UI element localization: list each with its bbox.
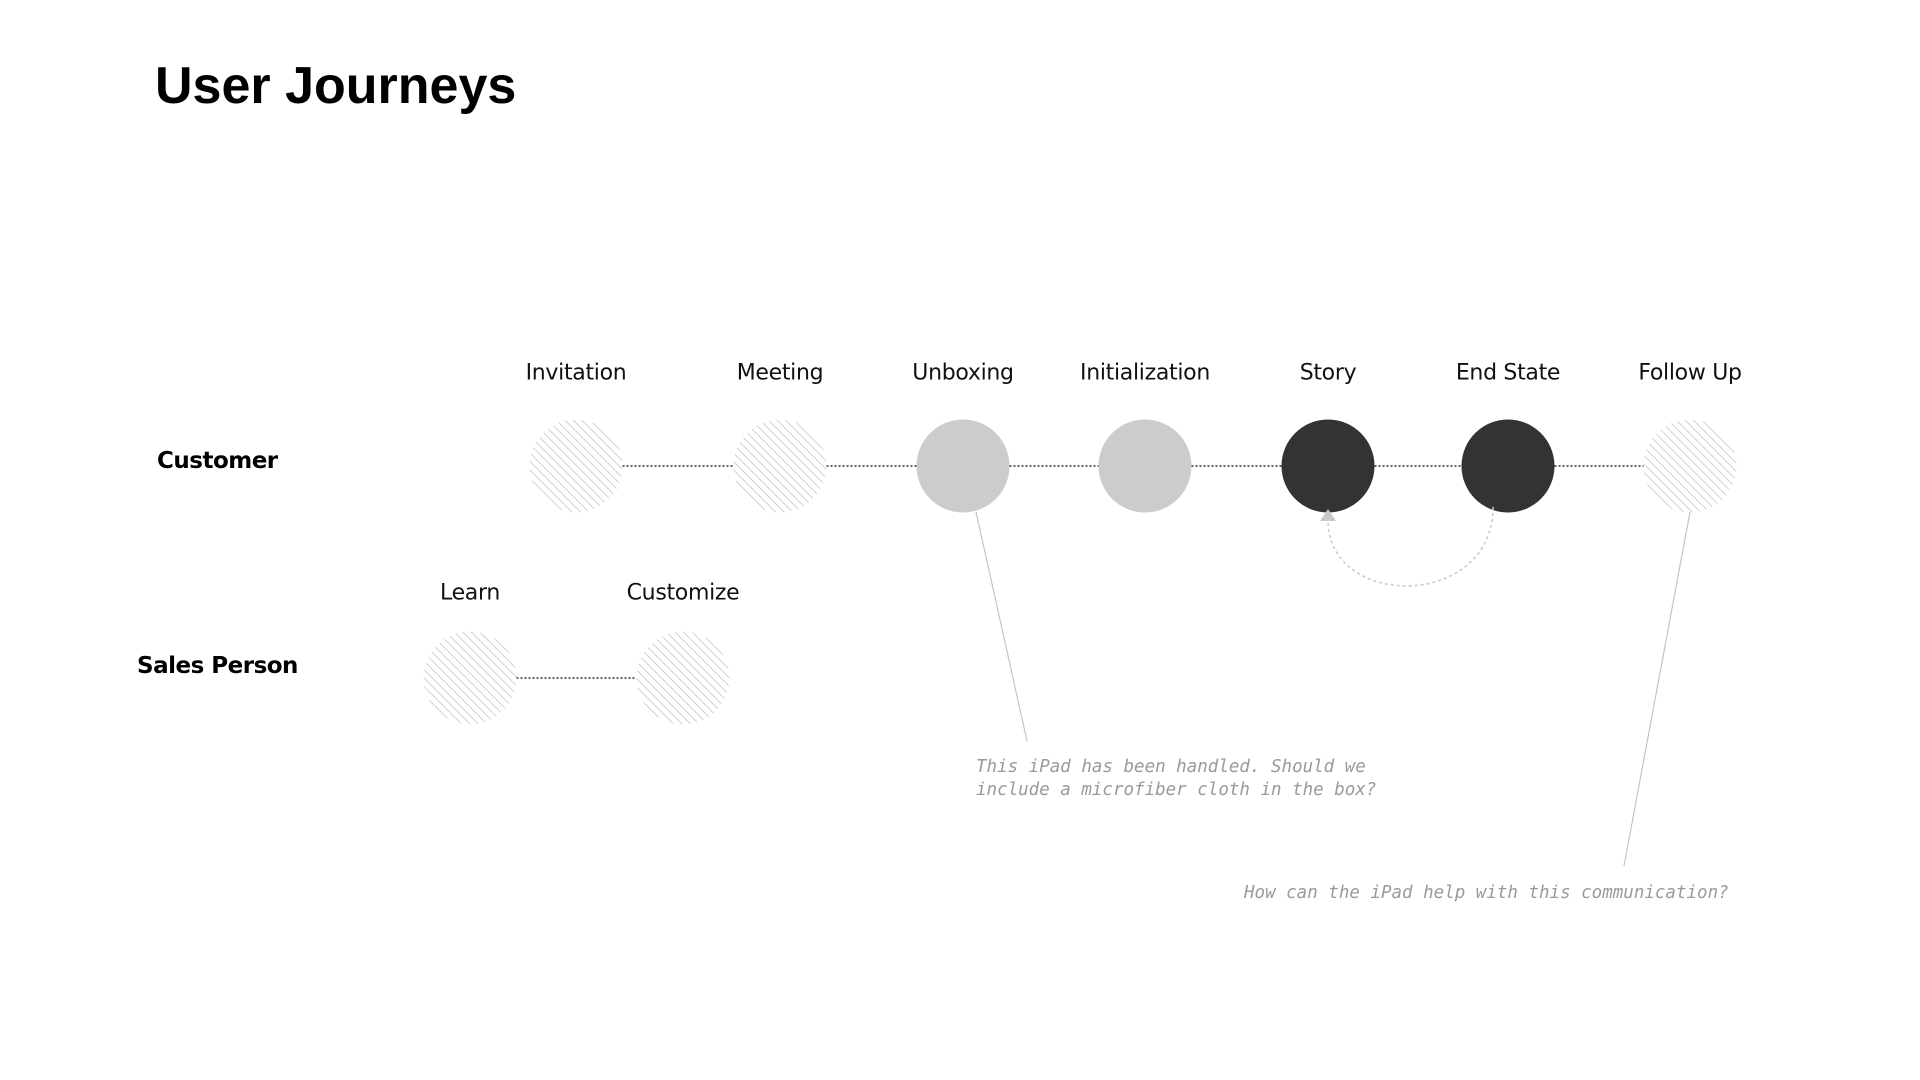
- node-label-initialization: Initialization: [1080, 360, 1210, 386]
- node-end-state: [1461, 419, 1555, 513]
- node-label-end-state: End State: [1455, 360, 1561, 386]
- node-label-meeting: Meeting: [736, 360, 824, 386]
- node-invitation: [529, 419, 623, 513]
- annotation-leader-unboxing: [975, 511, 1028, 742]
- node-label-follow-up: Follow Up: [1638, 360, 1742, 386]
- node-label-learn: Learn: [440, 580, 500, 606]
- loop-arrowhead-icon: [1320, 509, 1336, 521]
- node-initialization: [1098, 419, 1192, 513]
- node-customize: [636, 631, 730, 725]
- node-label-invitation: Invitation: [525, 360, 627, 386]
- annotation-unboxing: This iPad has been handled. Should we in…: [976, 757, 1377, 800]
- page-title: User Journeys: [155, 57, 517, 115]
- node-follow-up: [1643, 419, 1737, 513]
- annotation-follow-up: How can the iPad help with this communic…: [1244, 883, 1729, 903]
- node-learn: [423, 631, 517, 725]
- row-label-customer: Customer: [157, 448, 278, 474]
- loop-arrow-path: [1327, 506, 1494, 587]
- node-label-customize: Customize: [626, 580, 740, 606]
- node-label-story: Story: [1299, 360, 1357, 386]
- node-label-unboxing: Unboxing: [912, 360, 1014, 386]
- row-label-sales-person: Sales Person: [137, 653, 298, 679]
- node-meeting: [733, 419, 827, 513]
- node-unboxing: [916, 419, 1010, 513]
- annotation-leader-follow-up: [1623, 511, 1691, 867]
- node-story: [1281, 419, 1375, 513]
